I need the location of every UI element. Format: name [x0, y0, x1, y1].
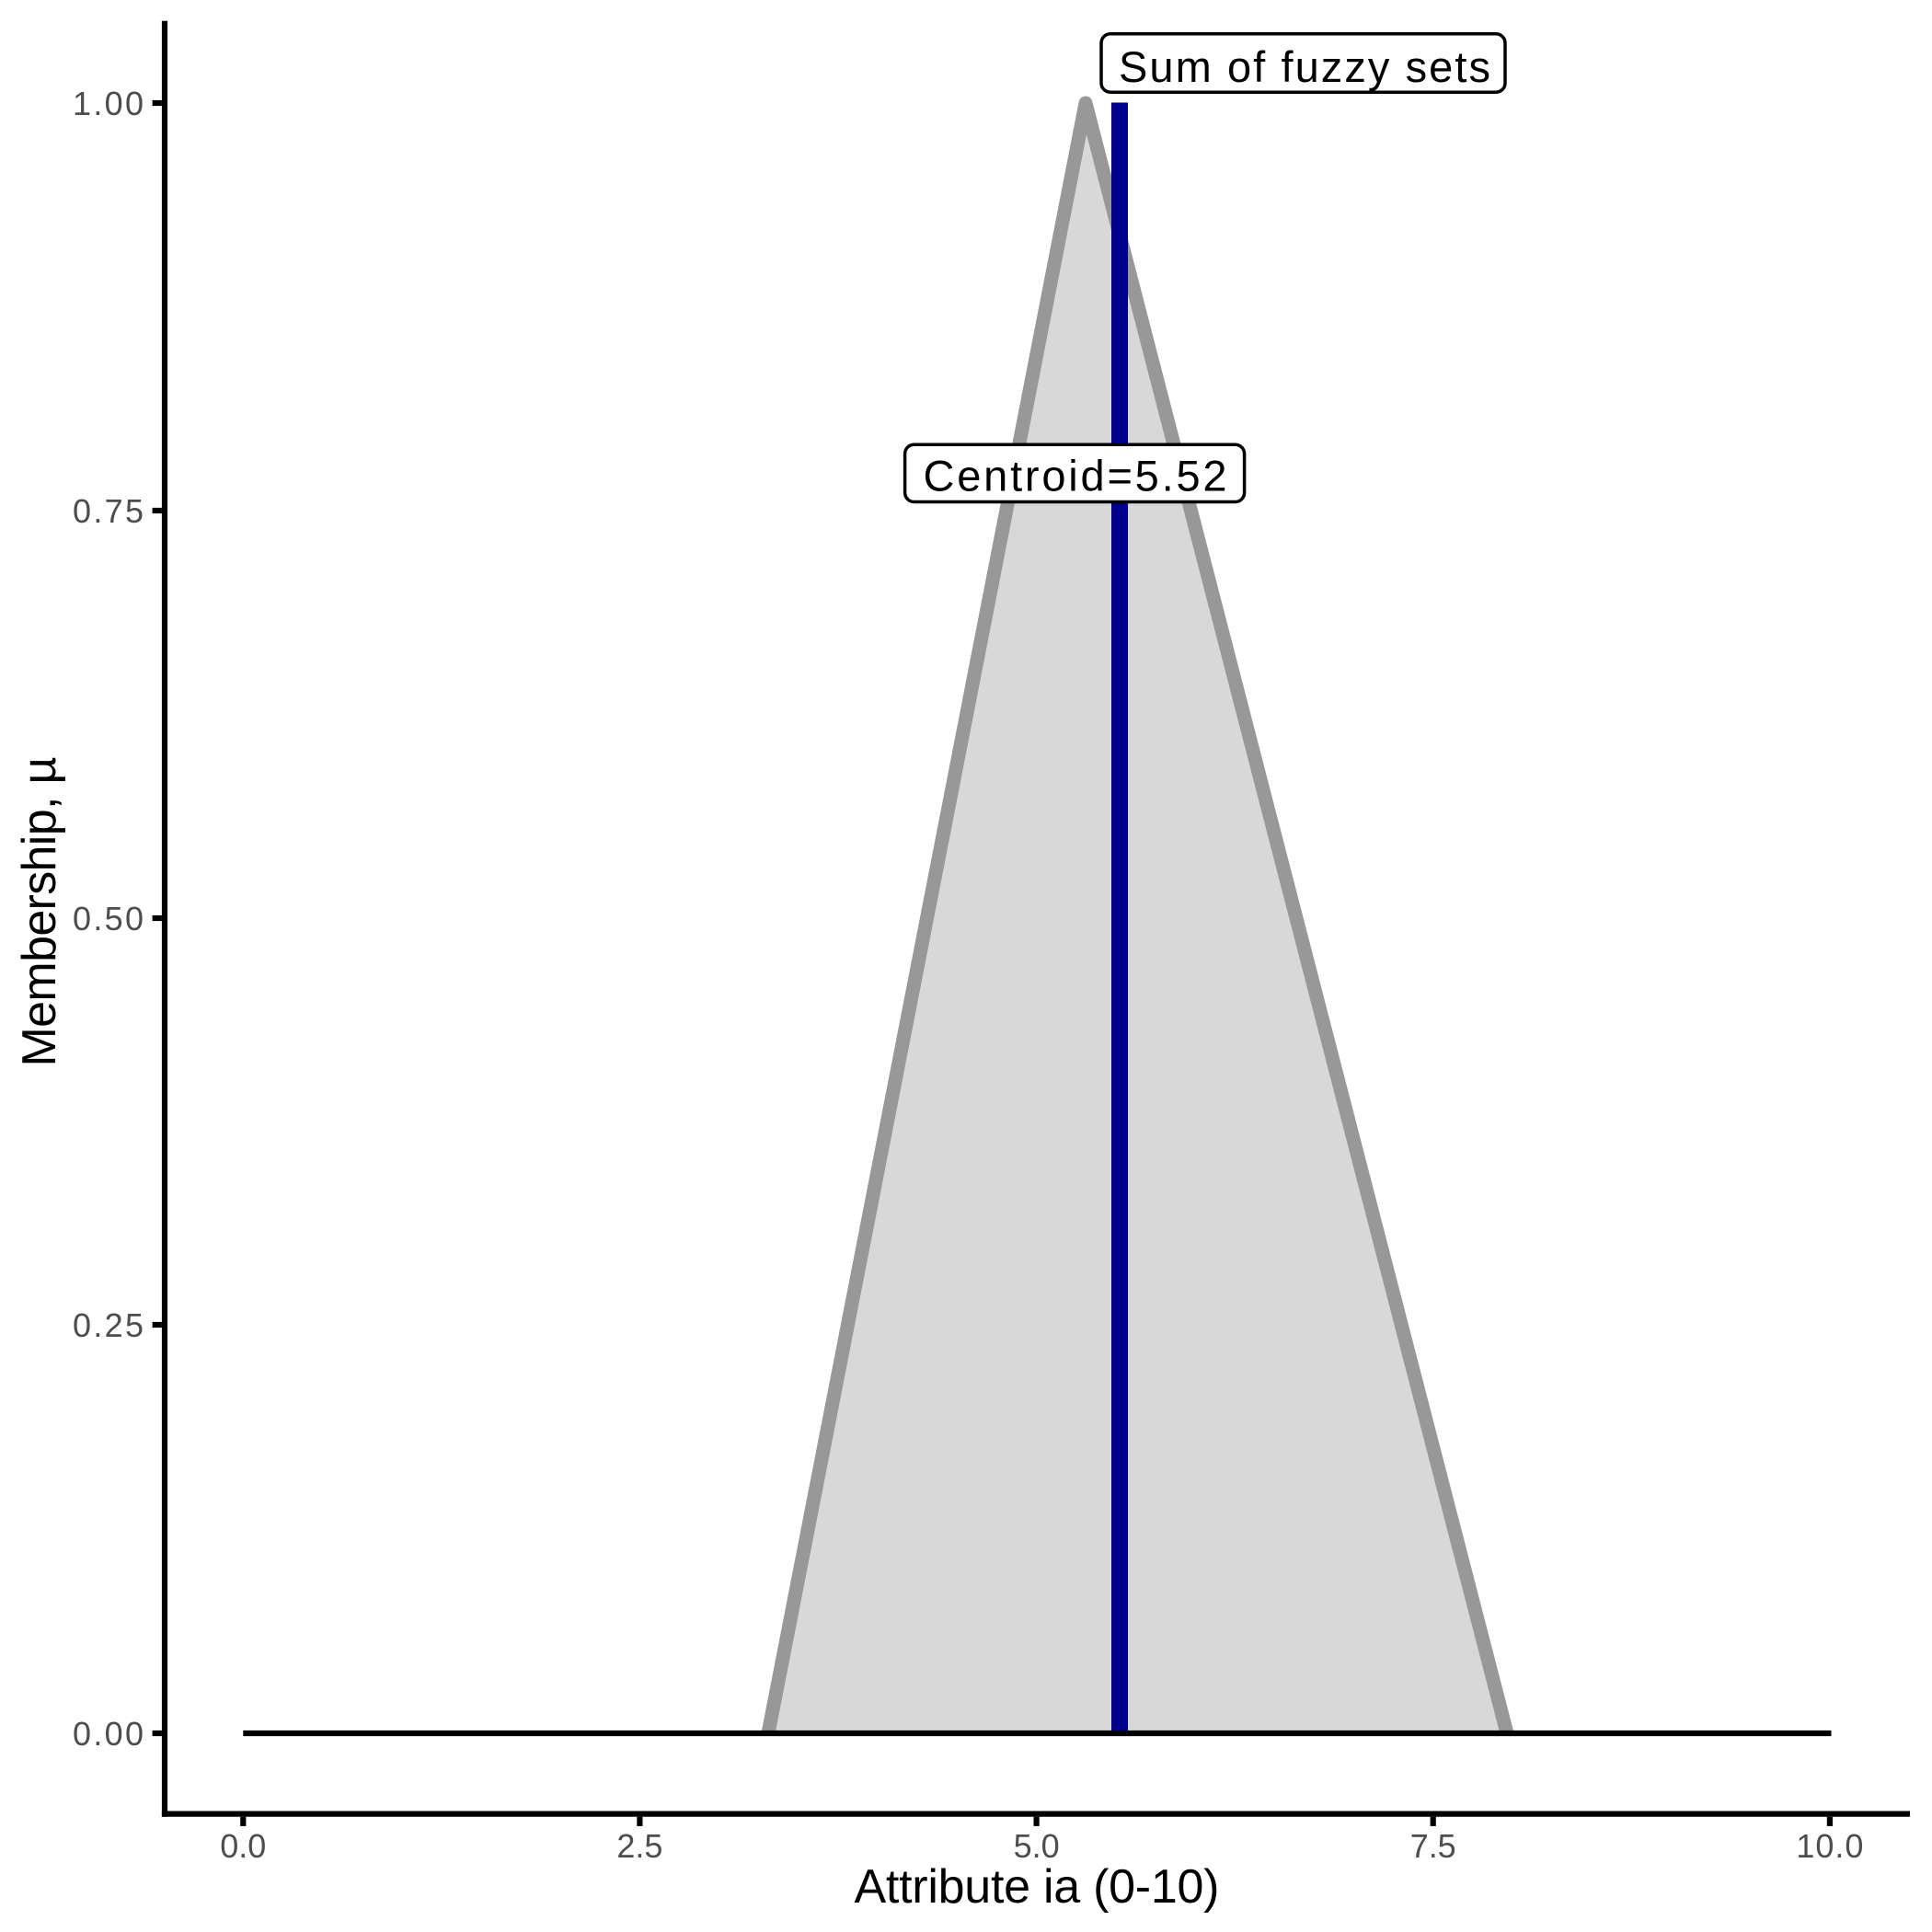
- svg-text:Centroid=5.52: Centroid=5.52: [924, 452, 1227, 500]
- svg-text:2.5: 2.5: [616, 1827, 662, 1865]
- svg-text:0.25: 0.25: [73, 1306, 144, 1344]
- svg-text:0.50: 0.50: [73, 900, 144, 937]
- svg-text:Membership, µ: Membership, µ: [13, 757, 66, 1067]
- svg-text:Attribute ia (0-10): Attribute ia (0-10): [855, 1860, 1220, 1914]
- svg-text:1.00: 1.00: [73, 85, 144, 122]
- svg-text:0.0: 0.0: [220, 1827, 266, 1865]
- svg-text:Sum of fuzzy sets: Sum of fuzzy sets: [1119, 42, 1490, 91]
- svg-text:5.0: 5.0: [1014, 1827, 1060, 1865]
- svg-text:7.5: 7.5: [1410, 1827, 1456, 1865]
- svg-text:10.0: 10.0: [1796, 1827, 1863, 1865]
- svg-text:0.75: 0.75: [73, 492, 144, 530]
- svg-text:0.00: 0.00: [73, 1715, 144, 1753]
